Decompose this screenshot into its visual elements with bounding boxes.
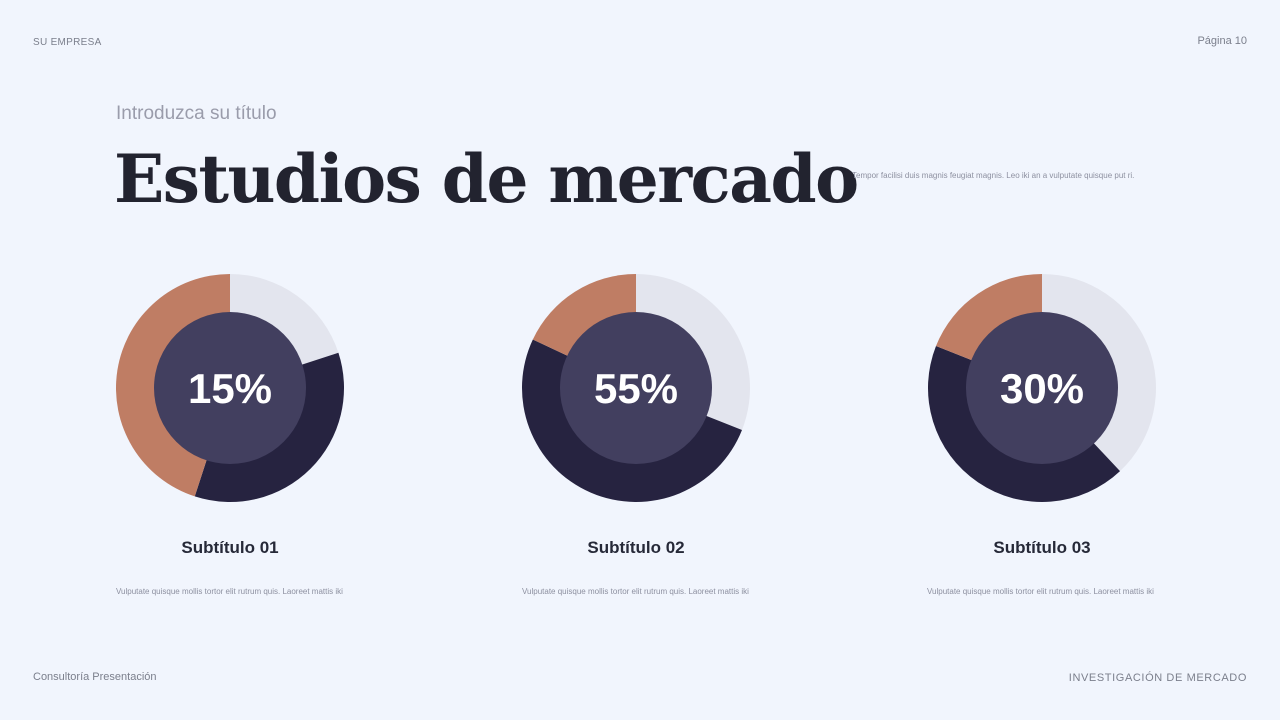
page-number: Página 10 bbox=[1197, 35, 1247, 47]
slide-title: Estudios de mercado bbox=[114, 140, 859, 218]
slide-subtitle: Introduzca su título bbox=[116, 103, 277, 124]
donut-chart-1-svg: 15% bbox=[116, 274, 344, 502]
donut-chart-3: 30% bbox=[926, 272, 1158, 504]
footer-left-text: Consultoría Presentación bbox=[33, 671, 157, 683]
donut-chart-1: 15% bbox=[114, 272, 346, 504]
donut-1-percent-label: 15% bbox=[188, 365, 272, 412]
donut-chart-3-svg: 30% bbox=[928, 274, 1156, 502]
donut-3-percent-label: 30% bbox=[1000, 365, 1084, 412]
donut-2-percent-label: 55% bbox=[594, 365, 678, 412]
donut-chart-2: 55% bbox=[520, 272, 752, 504]
card-subtitle-1: Subtítulo 01 bbox=[181, 538, 279, 557]
card-text-1: Vulputate quisque mollis tortor elit rut… bbox=[116, 587, 343, 596]
card-text-3: Vulputate quisque mollis tortor elit rut… bbox=[927, 587, 1154, 596]
footer-right-text: INVESTIGACIÓN DE MERCADO bbox=[1068, 672, 1247, 684]
donut-1-center bbox=[154, 312, 306, 464]
donut-2-center bbox=[560, 312, 712, 464]
card-text-2: Vulputate quisque mollis tortor elit rut… bbox=[522, 587, 749, 596]
slide-description: Tempor facilisi duis magnis feugiat magn… bbox=[852, 171, 1135, 180]
company-name: SU EMPRESA bbox=[33, 37, 102, 48]
card-subtitle-2: Subtítulo 02 bbox=[587, 538, 685, 557]
card-subtitle-3: Subtítulo 03 bbox=[993, 538, 1091, 557]
donut-chart-2-svg: 55% bbox=[521, 274, 750, 503]
donut-3-center bbox=[966, 312, 1118, 464]
